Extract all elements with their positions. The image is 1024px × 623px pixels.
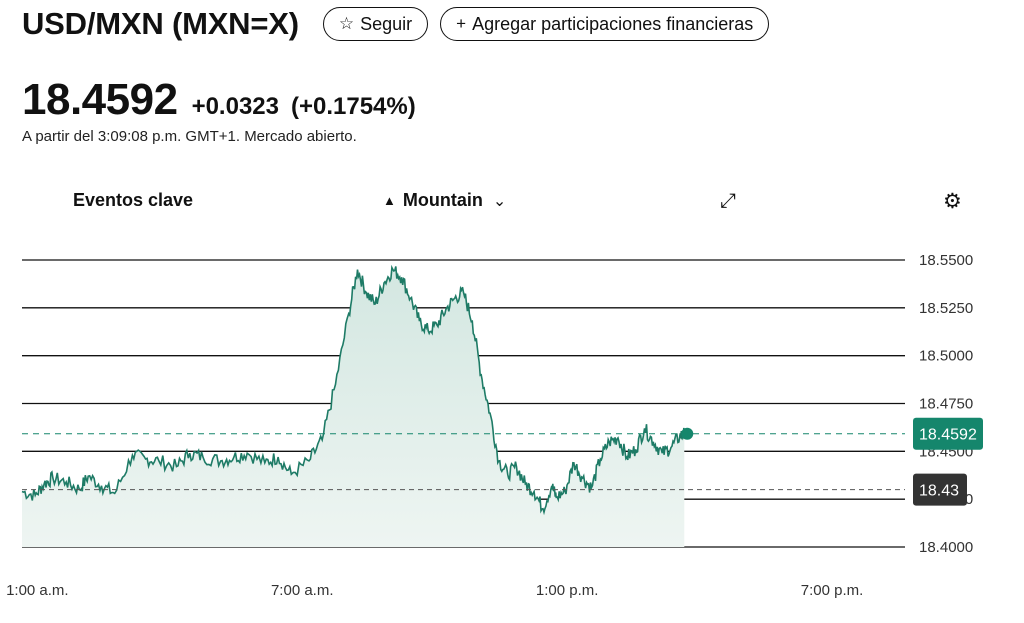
- expand-icon[interactable]: ⤢: [720, 190, 736, 212]
- gear-icon[interactable]: ⚙: [943, 190, 962, 213]
- price-area-fill: [22, 266, 685, 547]
- symbol-title: USD/MXN (MXN=X): [22, 6, 299, 41]
- follow-button-label: Seguir: [360, 13, 413, 34]
- previous-close-tag-text: 18.43: [919, 483, 959, 500]
- mountain-icon: ▲: [383, 193, 396, 208]
- current-price-tag-text: 18.4592: [919, 427, 977, 444]
- y-tick-label: 18.5500: [919, 252, 973, 269]
- quote-header: USD/MXN (MXN=X) ☆ Seguir + Agregar parti…: [22, 6, 781, 42]
- chart-type-dropdown[interactable]: ▲ Mountain ⌄: [383, 190, 506, 211]
- current-price-dot: [681, 427, 694, 440]
- x-tick-label: 1:00 p.m.: [536, 582, 599, 599]
- price-line: [21, 264, 686, 516]
- add-holdings-label: Agregar participaciones financieras: [472, 13, 754, 34]
- x-tick-label: 1:00 a.m.: [6, 582, 69, 599]
- add-holdings-button[interactable]: + Agregar participaciones financieras: [440, 7, 770, 41]
- market-time-note: A partir del 3:09:08 p.m. GMT+1. Mercado…: [22, 128, 357, 145]
- price-row: 18.4592 +0.0323 (+0.1754%): [22, 75, 416, 125]
- previous-close-tag: 18.43: [913, 473, 967, 506]
- y-tick-label: 18.5250: [919, 300, 973, 317]
- x-tick-label: 7:00 a.m.: [271, 582, 334, 599]
- y-tick-label: 18.4750: [919, 396, 973, 413]
- price-chart[interactable]: 18.550018.525018.500018.475018.450018.42…: [0, 240, 1024, 620]
- price-change-percent: (+0.1754%): [290, 93, 416, 120]
- price-change: +0.0323: [191, 93, 279, 120]
- star-icon: ☆: [338, 14, 355, 33]
- follow-button[interactable]: ☆ Seguir: [322, 7, 429, 41]
- y-tick-label: 18.5000: [919, 348, 973, 365]
- current-price: 18.4592: [22, 75, 178, 124]
- chevron-down-icon: ⌄: [492, 192, 507, 210]
- current-price-tag: 18.4592: [913, 417, 983, 450]
- key-events-toggle[interactable]: Eventos clave: [73, 190, 194, 210]
- y-tick-label: 18.4000: [919, 539, 973, 556]
- chart-type-label: Mountain: [402, 190, 483, 210]
- plus-icon: +: [456, 14, 467, 33]
- x-tick-label: 7:00 p.m.: [801, 582, 864, 599]
